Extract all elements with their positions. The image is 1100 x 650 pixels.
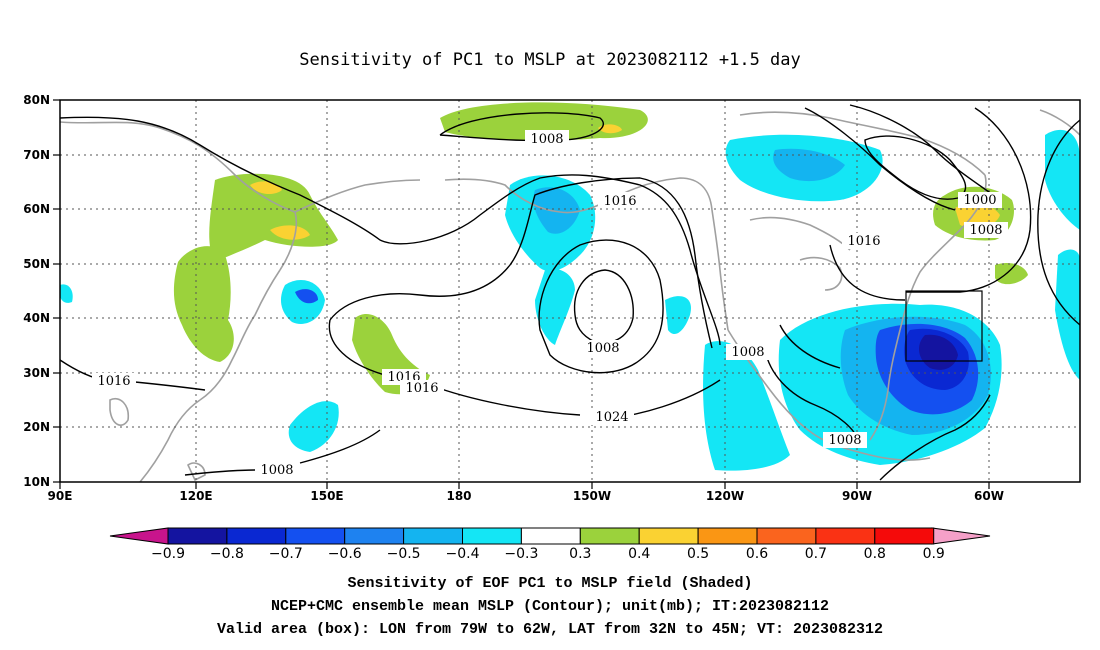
colorbar-cell [520,527,581,545]
lat-label: 20N [23,420,50,434]
map-title: Sensitivity of PC1 to MSLP at 2023082112… [299,50,801,70]
latitude-labels: 80N 70N 60N 50N 40N 30N 20N 10N [23,93,50,489]
lon-label: 120W [706,489,744,503]
negative-region-far-east [1045,129,1080,230]
colorbar-cell [697,527,758,545]
longitude-labels: 90E 120E 150E 180 150W 120W 90W 60W [48,489,1004,503]
colorbar: −0.9 −0.8 −0.7 −0.6 −0.5 −0.4 −0.3 0.3 0.4 0.5 0.6… [109,527,991,562]
colorbar-label: −0.7 [269,546,303,562]
lon-label: 150E [310,489,343,503]
colorbar-label: 0.6 [746,546,768,562]
lon-label: 90W [842,489,872,503]
colorbar-cell [462,527,522,545]
grid-lines [60,100,1080,482]
negative-region-gulf-alaska-inner [533,187,580,234]
lat-label: 80N [23,93,50,107]
colorbar-over-triangle [931,527,991,545]
lat-label: 40N [23,311,50,325]
colorbar-label: 0.8 [864,546,886,562]
colorbar-cell [756,527,817,545]
contour-label: 1008 [969,223,1002,238]
colorbar-label: −0.6 [328,546,362,562]
negative-core-japan [295,289,318,304]
contour-label: 1000 [963,193,996,208]
colorbar-cell [344,527,405,545]
contour-labels: 1008 1016 1000 1008 1016 1016 1016 1024 … [92,130,1008,478]
colorbar-cell [815,527,876,545]
colorbar-under-triangle [109,527,169,545]
contour-label: 1008 [828,433,861,448]
positive-region-siberia [209,173,338,262]
colorbar-label: −0.4 [446,546,480,562]
positive-core-arctic [598,124,622,134]
negative-region-far-east-2 [1055,249,1080,380]
axis-ticks [53,99,990,489]
lat-label: 50N [23,257,50,271]
lon-label: 180 [446,489,471,503]
positive-region-atlantic [995,263,1028,285]
contour-label: 1008 [731,345,764,360]
contour-label: 1024 [595,410,628,425]
footer-line-1: Sensitivity of EOF PC1 to MSLP field (Sh… [347,575,753,592]
colorbar-label: −0.5 [387,546,421,562]
lon-label: 150W [573,489,611,503]
colorbar-label: −0.9 [151,546,185,562]
colorbar-label: 0.7 [805,546,827,562]
colorbar-cell [285,527,346,545]
colorbar-cell [874,527,935,545]
colorbar-label: 0.5 [687,546,709,562]
negative-region-mexico-pacific [703,341,790,471]
map-frame [59,99,1081,483]
negative-region-canada-inner [773,148,845,182]
negative-region-ne-pacific [665,296,691,335]
colorbar-cell [638,527,699,545]
colorbar-label: −0.8 [210,546,244,562]
shaded-sensitivity-layer [60,102,1080,471]
footer-line-2: NCEP+CMC ensemble mean MSLP (Contour); u… [270,598,830,615]
colorbar-label: 0.3 [569,546,591,562]
positive-region-arctic [440,102,648,141]
footer-line-3: Valid area (box): LON from 79W to 62W, L… [216,621,884,638]
lon-label: 60W [974,489,1004,503]
contour-label: 1016 [603,194,636,209]
negative-region-atlantic-west [60,284,73,303]
colorbar-cell [403,527,464,545]
lat-label: 10N [23,475,50,489]
contour-label: 1008 [260,463,293,478]
positive-region-china [173,246,234,362]
colorbar-cell [579,527,640,545]
lon-label: 90E [48,489,73,503]
positive-core-siberia-2 [270,225,310,240]
valid-area-box [905,290,983,362]
colorbar-label: 0.4 [628,546,650,562]
contour-label: 1016 [405,381,438,396]
contour-label: 1016 [97,374,130,389]
colorbar-label: −0.3 [504,546,538,562]
contour-label: 1008 [586,341,619,356]
colorbar-cell [226,527,287,545]
negative-region-japan [280,280,325,324]
lat-label: 70N [23,148,50,162]
lon-label: 120E [179,489,212,503]
contour-label: 1016 [847,234,880,249]
lat-label: 30N [23,366,50,380]
colorbar-label: 0.9 [923,546,945,562]
colorbar-cell [167,527,228,545]
contour-label: 1008 [530,132,563,147]
lat-label: 60N [23,202,50,216]
